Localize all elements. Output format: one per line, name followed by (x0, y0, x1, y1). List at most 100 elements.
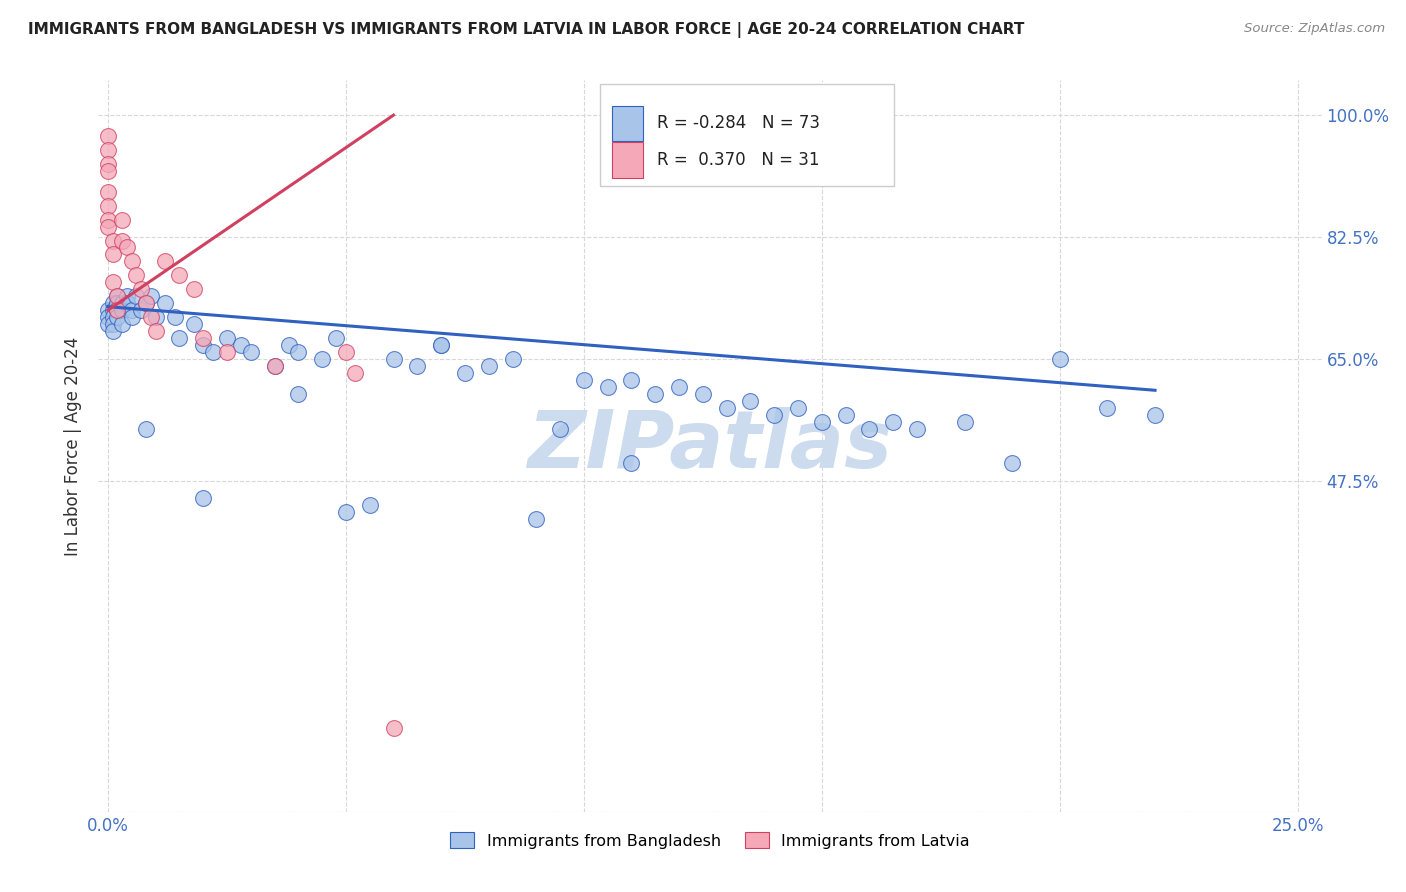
Point (359, 498, 381, 512)
Point (97, 128, 120, 143)
Point (97, 310, 120, 325)
Point (858, 421, 880, 435)
Point (572, 373, 595, 387)
Legend: Immigrants from Bangladesh, Immigrants from Latvia: Immigrants from Bangladesh, Immigrants f… (443, 826, 977, 855)
Point (382, 721, 405, 735)
Point (287, 345, 309, 359)
Point (97, 212, 120, 227)
Point (183, 282, 205, 296)
Point (111, 296, 134, 310)
Point (596, 380, 619, 394)
Point (97, 199, 120, 213)
Point (101, 324, 124, 338)
Point (101, 234, 124, 248)
Point (644, 386, 666, 401)
Point (101, 247, 124, 261)
Point (787, 401, 810, 415)
Point (263, 359, 285, 373)
Point (101, 317, 124, 331)
Point (115, 289, 138, 303)
Point (191, 338, 214, 352)
Point (107, 289, 129, 303)
Point (145, 324, 167, 338)
Point (111, 234, 134, 248)
Point (1049, 351, 1071, 366)
Point (121, 254, 143, 268)
Point (97, 143, 120, 157)
Point (111, 317, 134, 331)
Point (502, 351, 524, 366)
Point (111, 212, 134, 227)
Point (115, 296, 138, 310)
Point (139, 310, 162, 325)
Text: R =  0.370   N = 31: R = 0.370 N = 31 (658, 151, 820, 169)
Point (107, 289, 129, 303)
Point (125, 289, 148, 303)
Point (382, 351, 405, 366)
Point (430, 338, 453, 352)
Point (215, 331, 238, 345)
Point (101, 296, 124, 310)
FancyBboxPatch shape (612, 143, 643, 178)
Point (287, 386, 309, 401)
Point (111, 303, 134, 318)
Point (121, 303, 143, 318)
Point (478, 359, 501, 373)
Point (129, 282, 152, 296)
Point (239, 345, 262, 359)
Point (153, 296, 176, 310)
Point (129, 303, 152, 318)
Point (101, 303, 124, 318)
Point (335, 505, 357, 519)
Point (115, 240, 138, 254)
Point (183, 317, 205, 331)
Point (101, 275, 124, 289)
Point (121, 310, 143, 325)
Point (97, 303, 120, 318)
Point (153, 254, 176, 268)
Point (107, 303, 129, 318)
Point (763, 408, 786, 422)
Point (716, 401, 738, 415)
Point (344, 366, 367, 380)
Point (1144, 408, 1167, 422)
Point (107, 303, 129, 318)
Point (325, 331, 347, 345)
Point (668, 380, 690, 394)
Point (145, 310, 167, 325)
Point (97, 185, 120, 199)
Point (277, 338, 299, 352)
Point (97, 157, 120, 171)
Point (834, 408, 856, 422)
Point (311, 351, 333, 366)
Point (263, 359, 285, 373)
Point (191, 331, 214, 345)
Point (97, 219, 120, 234)
Point (169, 268, 191, 283)
Point (692, 386, 714, 401)
Point (882, 415, 904, 429)
Point (101, 310, 124, 325)
Point (524, 512, 547, 526)
FancyBboxPatch shape (612, 106, 643, 141)
Point (107, 296, 129, 310)
Point (97, 164, 120, 178)
Point (231, 338, 253, 352)
Point (953, 415, 976, 429)
Point (201, 345, 224, 359)
Point (905, 421, 928, 435)
Text: IMMIGRANTS FROM BANGLADESH VS IMMIGRANTS FROM LATVIA IN LABOR FORCE | AGE 20-24 : IMMIGRANTS FROM BANGLADESH VS IMMIGRANTS… (28, 22, 1025, 38)
Point (620, 457, 643, 471)
Point (107, 310, 129, 325)
Point (1001, 457, 1024, 471)
Point (135, 421, 157, 435)
FancyBboxPatch shape (600, 84, 893, 186)
Point (406, 359, 429, 373)
Point (1097, 401, 1119, 415)
Point (811, 415, 834, 429)
Point (548, 421, 571, 435)
Point (97, 317, 120, 331)
Point (135, 296, 157, 310)
Point (740, 393, 762, 408)
Point (191, 491, 214, 506)
